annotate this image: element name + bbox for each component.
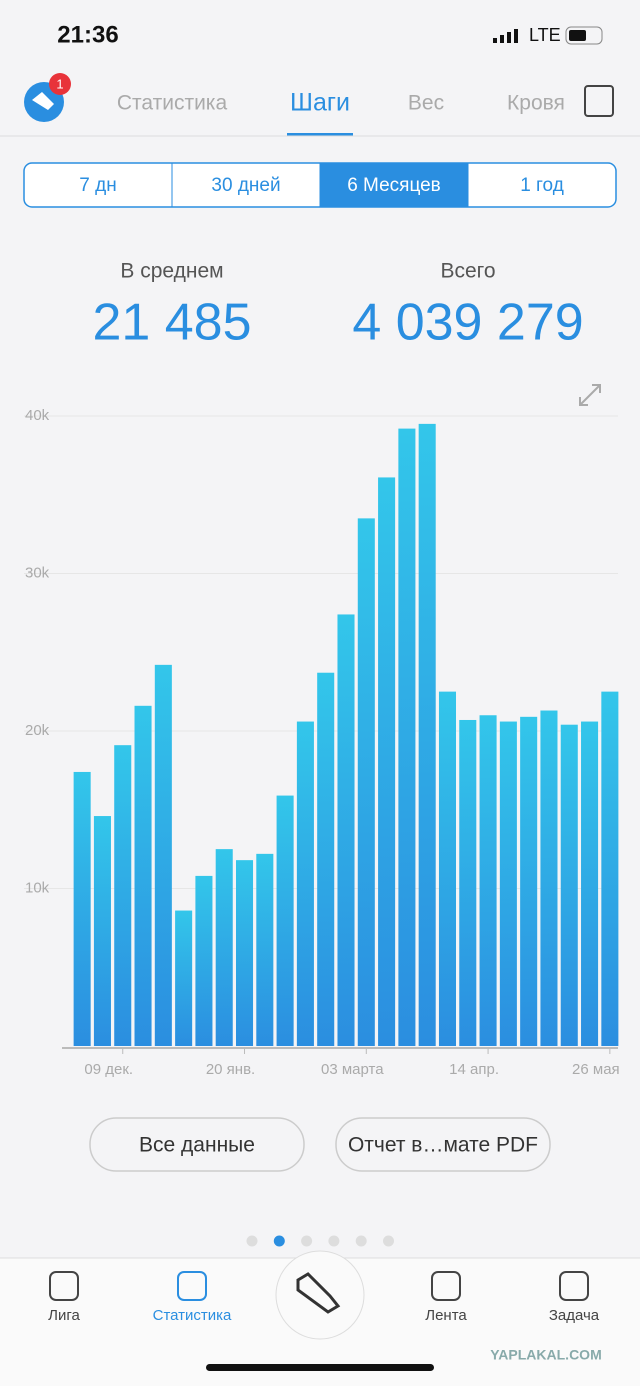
y-tick-label: 10k	[25, 879, 50, 896]
tab[interactable]: Шаги	[290, 89, 350, 117]
nav-label[interactable]: Статистика	[153, 1307, 232, 1324]
action-button-label: Отчет в…мате PDF	[348, 1134, 538, 1157]
nav-label[interactable]: Задача	[549, 1307, 600, 1324]
bar	[256, 853, 274, 1046]
badge-count: 1	[56, 76, 63, 91]
tab[interactable]: Статистика	[117, 92, 228, 115]
nav-icon	[49, 1271, 79, 1301]
period-option[interactable]: 30 дней	[211, 175, 280, 196]
badge	[49, 73, 71, 95]
bar	[520, 716, 538, 1046]
x-tick-label: 26 мая	[572, 1061, 620, 1078]
bar	[398, 428, 416, 1047]
signal-icon	[493, 29, 518, 43]
pager-dot[interactable]	[355, 1235, 367, 1247]
bar	[438, 691, 457, 1046]
bar	[418, 423, 436, 1046]
pager-dot[interactable]	[328, 1235, 340, 1247]
network: LTE	[529, 25, 561, 45]
action-button-label: Все данные	[139, 1134, 255, 1157]
period-active	[320, 163, 468, 207]
bar	[499, 721, 517, 1046]
pager-dot[interactable]	[301, 1235, 313, 1247]
home-indicator	[206, 1364, 434, 1371]
x-tick-label: 20 янв.	[206, 1061, 255, 1078]
bar	[114, 745, 132, 1046]
average-label: В среднем	[120, 260, 223, 283]
total-value: 4 039 279	[352, 294, 583, 352]
nav-icon	[559, 1271, 589, 1301]
bar	[134, 705, 152, 1046]
tab[interactable]: Кровя	[507, 92, 565, 115]
tab-underline	[287, 133, 353, 136]
y-tick-label: 20k	[25, 722, 50, 739]
expand-icon[interactable]	[579, 384, 601, 406]
bar	[154, 664, 172, 1046]
nav-icon	[177, 1271, 207, 1301]
bar	[601, 691, 619, 1046]
pager-dot[interactable]	[383, 1235, 394, 1247]
y-tick-label: 40k	[25, 407, 50, 424]
average-value: 21 485	[92, 294, 251, 352]
clock: 21:36	[57, 21, 118, 48]
bar	[540, 710, 558, 1046]
bar	[479, 715, 497, 1046]
nav-label[interactable]: Лига	[48, 1307, 80, 1324]
pager-dot[interactable]	[273, 1235, 285, 1247]
bar	[560, 724, 578, 1046]
bar	[357, 518, 375, 1046]
period-option[interactable]: 7 дн	[79, 175, 116, 196]
shoe-glyph	[32, 92, 54, 110]
bar	[235, 860, 254, 1046]
report-icon[interactable]	[584, 85, 614, 117]
pager-dot[interactable]	[246, 1235, 258, 1247]
center-button[interactable]	[275, 1250, 365, 1340]
nav-label[interactable]: Лента	[425, 1307, 467, 1324]
period-option[interactable]: 1 год	[520, 175, 564, 196]
bar	[195, 875, 213, 1046]
bar	[581, 721, 599, 1046]
bar	[459, 719, 477, 1046]
bar	[317, 672, 335, 1046]
x-tick-label: 14 апр.	[449, 1061, 499, 1078]
battery-level	[569, 30, 586, 41]
total-label: Всего	[440, 260, 495, 283]
shoe-icon	[296, 1272, 341, 1314]
x-tick-label: 09 дек.	[84, 1061, 133, 1078]
bar	[175, 910, 193, 1046]
battery	[565, 26, 603, 45]
y-tick-label: 30k	[25, 564, 50, 581]
bar	[73, 771, 91, 1046]
tab[interactable]: Вес	[408, 92, 444, 115]
period-option[interactable]: 6 Месяцев	[347, 175, 441, 196]
action-button[interactable]	[335, 1117, 551, 1172]
bar	[378, 477, 396, 1046]
bar	[215, 849, 233, 1046]
watermark: YAPLAKAL.COM	[490, 1347, 602, 1363]
action-button[interactable]	[89, 1117, 305, 1172]
nav-icon	[431, 1271, 461, 1301]
bar	[337, 614, 355, 1046]
bar	[93, 816, 111, 1046]
bar	[276, 795, 294, 1046]
bar	[296, 721, 314, 1046]
x-tick-label: 03 марта	[321, 1061, 384, 1078]
